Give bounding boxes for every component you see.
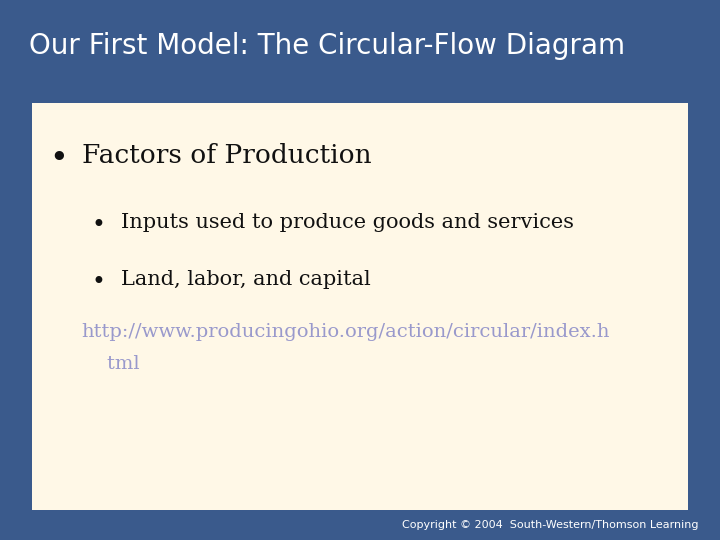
Text: •: • bbox=[91, 213, 105, 237]
Text: Our First Model: The Circular-Flow Diagram: Our First Model: The Circular-Flow Diagr… bbox=[29, 32, 625, 60]
Text: Inputs used to produce goods and services: Inputs used to produce goods and service… bbox=[121, 213, 574, 232]
Text: tml: tml bbox=[81, 355, 139, 373]
Text: •: • bbox=[49, 143, 68, 174]
Text: Land, labor, and capital: Land, labor, and capital bbox=[121, 270, 371, 289]
Text: http://www.producingohio.org/action/circular/index.h: http://www.producingohio.org/action/circ… bbox=[81, 323, 610, 341]
Text: Factors of Production: Factors of Production bbox=[81, 143, 372, 168]
Text: Copyright © 2004  South-Western/Thomson Learning: Copyright © 2004 South-Western/Thomson L… bbox=[402, 520, 698, 530]
Text: •: • bbox=[91, 270, 105, 294]
